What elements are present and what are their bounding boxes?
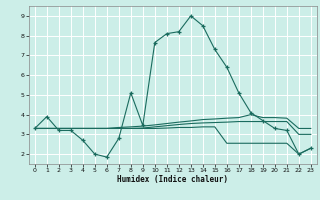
X-axis label: Humidex (Indice chaleur): Humidex (Indice chaleur) <box>117 175 228 184</box>
